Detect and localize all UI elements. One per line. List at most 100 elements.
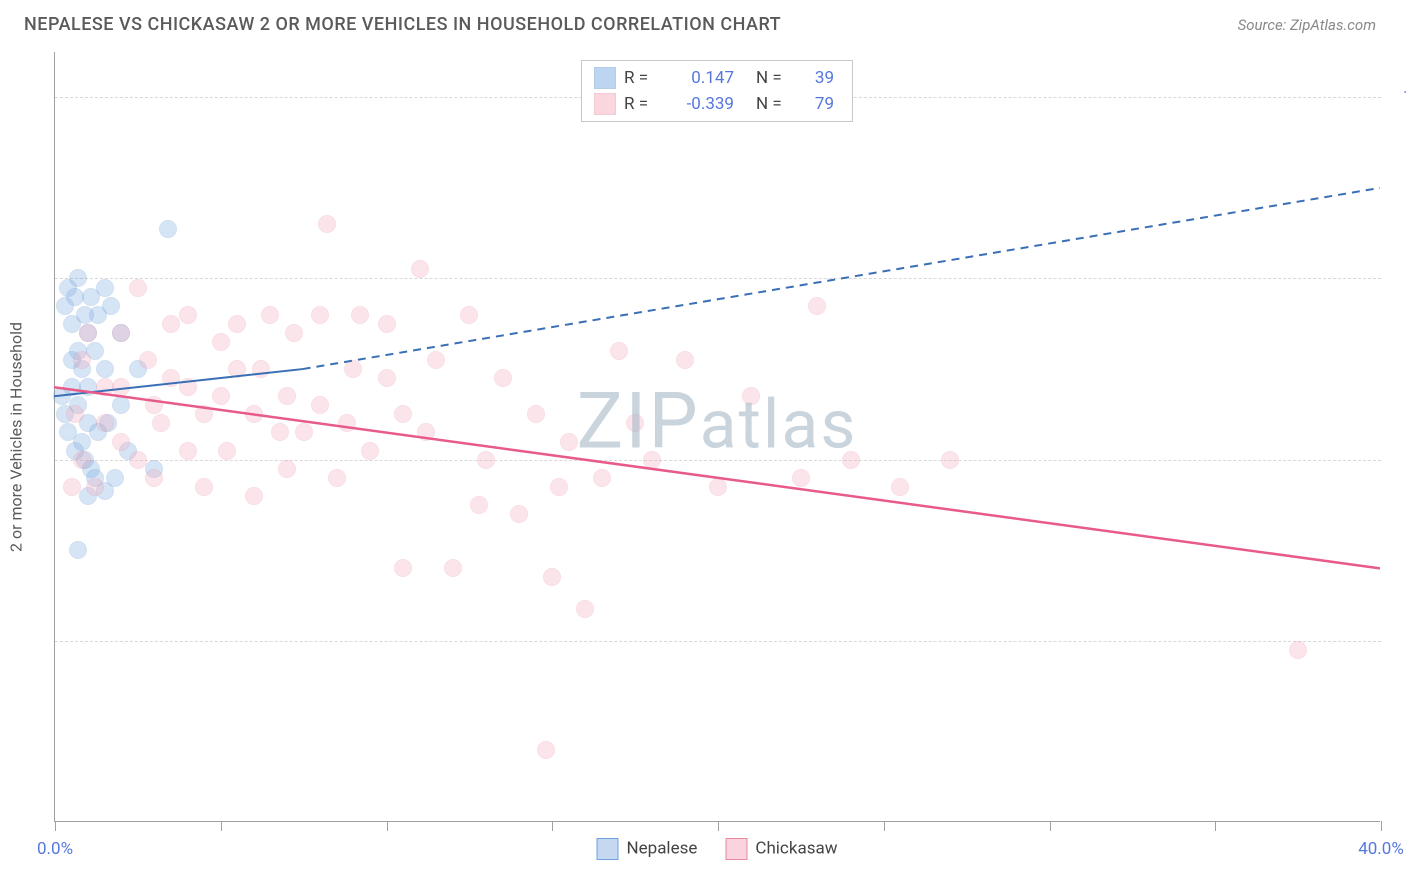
data-point <box>112 396 130 414</box>
x-tick <box>387 821 388 831</box>
data-point <box>195 405 213 423</box>
data-point <box>73 351 91 369</box>
data-point <box>808 297 826 315</box>
data-point <box>444 559 462 577</box>
data-point <box>195 478 213 496</box>
data-point <box>318 215 336 233</box>
data-point <box>427 351 445 369</box>
data-point <box>941 451 959 469</box>
data-point <box>69 541 87 559</box>
x-tick-label: 0.0% <box>37 839 73 859</box>
data-point <box>159 220 177 238</box>
data-point <box>470 496 488 514</box>
data-point <box>1289 641 1307 659</box>
legend-r-label: R = <box>624 65 658 91</box>
data-point <box>66 288 84 306</box>
data-point <box>212 333 230 351</box>
data-point <box>285 324 303 342</box>
data-point <box>96 414 114 432</box>
data-point <box>96 279 114 297</box>
data-point <box>63 378 81 396</box>
data-point <box>792 469 810 487</box>
chart-source: Source: ZipAtlas.com <box>1238 16 1376 34</box>
data-point <box>79 378 97 396</box>
data-point <box>378 315 396 333</box>
data-point <box>179 378 197 396</box>
data-point <box>245 405 263 423</box>
data-point <box>593 469 611 487</box>
legend-item: Chickasaw <box>725 838 837 860</box>
data-point <box>145 469 163 487</box>
data-point <box>86 478 104 496</box>
data-point <box>162 369 180 387</box>
legend-stats: R = 0.147 N = 39 R = -0.339 N = 79 <box>581 60 853 122</box>
data-point <box>73 433 91 451</box>
data-point <box>145 396 163 414</box>
legend-r-value: 0.147 <box>672 65 734 91</box>
data-point <box>179 306 197 324</box>
data-point <box>338 414 356 432</box>
data-point <box>351 306 369 324</box>
data-point <box>278 460 296 478</box>
x-tick <box>718 821 719 831</box>
legend-series: Nepalese Chickasaw <box>597 838 838 860</box>
legend-swatch <box>594 67 616 89</box>
data-point <box>709 478 727 496</box>
legend-label: Chickasaw <box>755 838 837 858</box>
data-point <box>411 260 429 278</box>
data-point <box>361 442 379 460</box>
data-point <box>271 423 289 441</box>
data-point <box>543 568 561 586</box>
data-point <box>891 478 909 496</box>
data-point <box>344 360 362 378</box>
legend-swatch <box>597 838 619 860</box>
gridline <box>55 460 1381 461</box>
data-point <box>643 451 661 469</box>
x-tick <box>55 821 56 831</box>
data-point <box>510 505 528 523</box>
legend-n-value: 79 <box>804 91 834 117</box>
chart-area: 40.0%60.0%80.0%100.0%0.0%40.0% 2 or more… <box>54 52 1380 822</box>
data-point <box>394 405 412 423</box>
y-axis-label: 2 or more Vehicles in Household <box>7 322 26 552</box>
data-point <box>139 351 157 369</box>
data-point <box>112 324 130 342</box>
x-tick-label: 40.0% <box>1358 839 1404 859</box>
chart-title: NEPALESE VS CHICKASAW 2 OR MORE VEHICLES… <box>24 14 781 35</box>
data-point <box>79 324 97 342</box>
legend-item: Nepalese <box>597 838 698 860</box>
data-point <box>311 396 329 414</box>
data-point <box>742 387 760 405</box>
gridline <box>55 641 1381 642</box>
data-point <box>378 369 396 387</box>
data-point <box>96 378 114 396</box>
legend-stat-row: R = -0.339 N = 79 <box>594 91 834 117</box>
data-point <box>278 387 296 405</box>
data-point <box>112 378 130 396</box>
data-point <box>106 469 124 487</box>
data-point <box>73 451 91 469</box>
legend-r-label: R = <box>624 91 658 117</box>
legend-swatch <box>594 93 616 115</box>
data-point <box>560 433 578 451</box>
data-point <box>63 478 81 496</box>
data-point <box>129 451 147 469</box>
data-point <box>112 433 130 451</box>
data-point <box>69 269 87 287</box>
data-point <box>162 315 180 333</box>
data-point <box>537 741 555 759</box>
data-point <box>626 414 644 432</box>
data-point <box>129 279 147 297</box>
data-point <box>228 360 246 378</box>
data-point <box>295 423 313 441</box>
legend-label: Nepalese <box>627 838 698 858</box>
data-point <box>245 487 263 505</box>
gridline <box>55 278 1381 279</box>
legend-stat-row: R = 0.147 N = 39 <box>594 65 834 91</box>
legend-r-value: -0.339 <box>672 91 734 117</box>
data-point <box>460 306 478 324</box>
data-point <box>311 306 329 324</box>
x-tick <box>221 821 222 831</box>
x-tick <box>884 821 885 831</box>
data-point <box>394 559 412 577</box>
